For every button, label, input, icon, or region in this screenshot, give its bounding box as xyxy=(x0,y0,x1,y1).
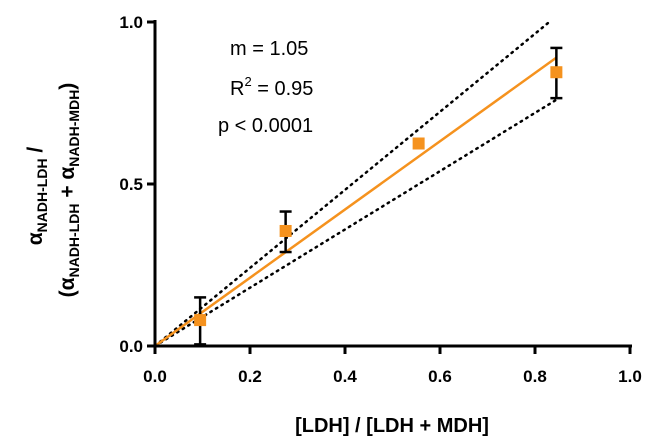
y-axis-label: αNADH-LDH / (αNADH-LDH + αNADH-MDH) xyxy=(24,83,82,298)
y-axis-label-denominator: (αNADH-LDH + αNADH-MDH) xyxy=(56,83,82,298)
x-axis-label: [LDH] / [LDH + MDH] xyxy=(295,415,489,437)
plot-area: 0.0 0.2 0.4 0.6 0.8 1.0 0.0 0.5 1.0 xyxy=(119,13,641,386)
y-tick-label: 0.5 xyxy=(119,175,143,194)
data-point-3 xyxy=(412,137,425,150)
x-tick-label: 0.8 xyxy=(523,367,547,386)
data-point-1 xyxy=(194,314,207,327)
r-squared-text: R2 = 0.95 xyxy=(230,74,313,100)
ci-upper-line xyxy=(153,20,551,348)
x-tick-label: 0.6 xyxy=(428,367,452,386)
fit-line xyxy=(154,56,558,348)
p-value-text: p < 0.0001 xyxy=(218,115,313,137)
slope-text: m = 1.05 xyxy=(230,38,308,60)
x-tick-label: 0.2 xyxy=(238,367,262,386)
stats-annotation: m = 1.05 R2 = 0.95 p < 0.0001 xyxy=(218,38,313,137)
x-tick-label: 0.4 xyxy=(333,367,357,386)
data-point-4 xyxy=(550,66,563,79)
x-tick-label: 0.0 xyxy=(143,367,167,386)
y-tick-label: 1.0 xyxy=(119,13,143,32)
x-tick-label: 1.0 xyxy=(618,367,642,386)
y-axis-label-numerator: αNADH-LDH / xyxy=(24,147,50,246)
y-tick-label: 0.0 xyxy=(119,337,143,356)
data-point-2 xyxy=(279,224,292,237)
ci-lower-line xyxy=(153,98,558,348)
